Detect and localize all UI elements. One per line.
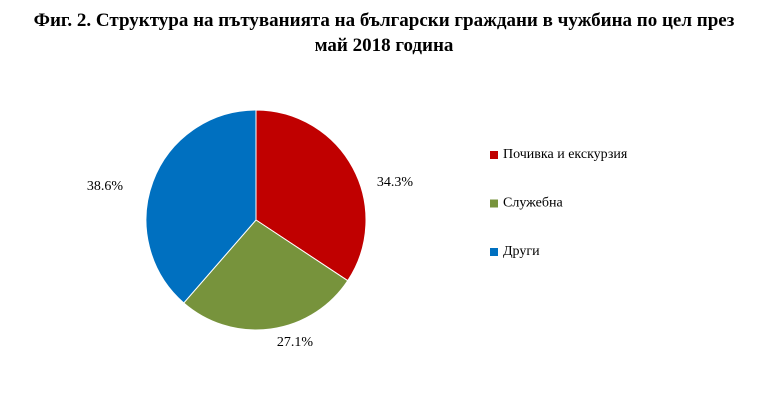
chart-title: Фиг. 2. Структура на пътуванията на бълг… — [33, 10, 735, 56]
legend-swatch — [490, 151, 498, 159]
pie-slice — [183, 219, 349, 331]
legend-label: Почивка и екскурзия — [503, 147, 628, 162]
legend-label: Служебна — [503, 196, 563, 211]
pie-slice — [145, 109, 257, 304]
legend-swatch — [490, 199, 498, 208]
data-label: 27.1% — [277, 335, 314, 350]
legend-swatch — [490, 248, 498, 256]
data-label: 34.3% — [377, 175, 414, 190]
data-label: 38.6% — [87, 179, 124, 194]
legend-label: Други — [503, 244, 540, 259]
